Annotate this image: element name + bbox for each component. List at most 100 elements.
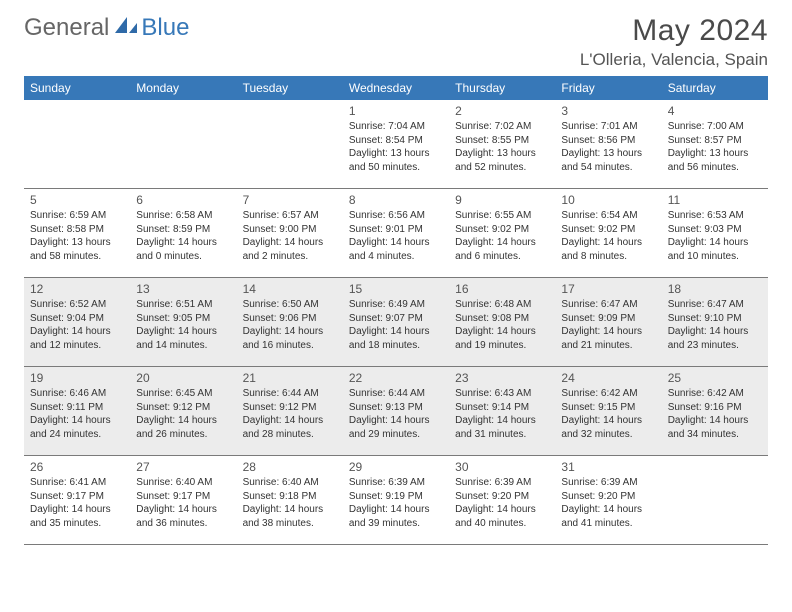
sunset-text: Sunset: 8:59 PM <box>136 223 230 237</box>
sunrise-text: Sunrise: 6:40 AM <box>243 476 337 490</box>
calendar-week: 1 Sunrise: 7:04 AMSunset: 8:54 PMDaylight… <box>24 100 768 189</box>
calendar: Sunday Monday Tuesday Wednesday Thursday… <box>24 76 768 545</box>
sunrise-text: Sunrise: 6:42 AM <box>561 387 655 401</box>
sunrise-text: Sunrise: 6:45 AM <box>136 387 230 401</box>
calendar-cell: 9Sunrise: 6:55 AMSunset: 9:02 PMDaylight… <box>449 189 555 277</box>
calendar-cell: 12Sunrise: 6:52 AMSunset: 9:04 PMDayligh… <box>24 278 130 366</box>
daylight-text: Daylight: 14 hours and 24 minutes. <box>30 414 124 441</box>
calendar-cell: 17Sunrise: 6:47 AMSunset: 9:09 PMDayligh… <box>555 278 661 366</box>
daylight-text: Daylight: 14 hours and 36 minutes. <box>136 503 230 530</box>
daylight-text: Daylight: 14 hours and 4 minutes. <box>349 236 443 263</box>
day-detail: Sunrise: 6:46 AMSunset: 9:11 PMDaylight:… <box>30 387 124 441</box>
sunrise-text: Sunrise: 6:41 AM <box>30 476 124 490</box>
sunrise-text: Sunrise: 6:40 AM <box>136 476 230 490</box>
day-number: 10 <box>561 193 655 207</box>
daylight-text: Daylight: 14 hours and 23 minutes. <box>668 325 762 352</box>
sunrise-text: Sunrise: 6:39 AM <box>561 476 655 490</box>
day-number: 14 <box>243 282 337 296</box>
calendar-cell: 25Sunrise: 6:42 AMSunset: 9:16 PMDayligh… <box>662 367 768 455</box>
day-number: 24 <box>561 371 655 385</box>
sunrise-text: Sunrise: 6:51 AM <box>136 298 230 312</box>
day-detail: Sunrise: 6:41 AMSunset: 9:17 PMDaylight:… <box>30 476 124 530</box>
title-block: May 2024 L'Olleria, Valencia, Spain <box>580 14 768 70</box>
day-detail: Sunrise: 6:57 AMSunset: 9:00 PMDaylight:… <box>243 209 337 263</box>
day-number: 20 <box>136 371 230 385</box>
daylight-text: Daylight: 13 hours and 54 minutes. <box>561 147 655 174</box>
calendar-cell: 27 Sunrise: 6:40 AMSunset: 9:17 PMDayligh… <box>130 456 236 544</box>
calendar-cell <box>237 100 343 188</box>
day-detail: Sunrise: 6:45 AMSunset: 9:12 PMDaylight:… <box>136 387 230 441</box>
calendar-cell: 16Sunrise: 6:48 AMSunset: 9:08 PMDayligh… <box>449 278 555 366</box>
sunrise-text: Sunrise: 6:39 AM <box>349 476 443 490</box>
day-number: 13 <box>136 282 230 296</box>
sunrise-text: Sunrise: 6:59 AM <box>30 209 124 223</box>
weeks-container: 1 Sunrise: 7:04 AMSunset: 8:54 PMDaylight… <box>24 100 768 545</box>
calendar-cell: 30Sunrise: 6:39 AMSunset: 9:20 PMDayligh… <box>449 456 555 544</box>
sunrise-text: Sunrise: 6:49 AM <box>349 298 443 312</box>
calendar-cell: 29Sunrise: 6:39 AMSunset: 9:19 PMDayligh… <box>343 456 449 544</box>
calendar-week: 19 Sunrise: 6:46 AMSunset: 9:11 PMDayligh… <box>24 367 768 456</box>
brand-logo: General Blue <box>24 14 189 42</box>
calendar-cell: 3Sunrise: 7:01 AMSunset: 8:56 PMDaylight… <box>555 100 661 188</box>
daylight-text: Daylight: 14 hours and 35 minutes. <box>30 503 124 530</box>
day-detail: Sunrise: 6:39 AMSunset: 9:20 PMDaylight:… <box>455 476 549 530</box>
day-number: 8 <box>349 193 443 207</box>
day-detail: Sunrise: 6:42 AMSunset: 9:16 PMDaylight:… <box>668 387 762 441</box>
sunrise-text: Sunrise: 6:54 AM <box>561 209 655 223</box>
day-detail: Sunrise: 6:42 AMSunset: 9:15 PMDaylight:… <box>561 387 655 441</box>
day-header-friday: Friday <box>555 76 661 100</box>
day-number: 11 <box>668 193 762 207</box>
day-number: 28 <box>243 460 337 474</box>
calendar-cell: 4Sunrise: 7:00 AMSunset: 8:57 PMDaylight… <box>662 100 768 188</box>
sunset-text: Sunset: 9:12 PM <box>136 401 230 415</box>
daylight-text: Daylight: 13 hours and 58 minutes. <box>30 236 124 263</box>
calendar-cell: 5 Sunrise: 6:59 AMSunset: 8:58 PMDaylight… <box>24 189 130 277</box>
calendar-cell: 2Sunrise: 7:02 AMSunset: 8:55 PMDaylight… <box>449 100 555 188</box>
day-detail: Sunrise: 7:04 AMSunset: 8:54 PMDaylight:… <box>349 120 443 174</box>
month-title: May 2024 <box>580 14 768 48</box>
sunset-text: Sunset: 9:05 PM <box>136 312 230 326</box>
day-number: 29 <box>349 460 443 474</box>
sunset-text: Sunset: 8:57 PM <box>668 134 762 148</box>
day-number: 18 <box>668 282 762 296</box>
calendar-page: General Blue May 2024 L'Olleria, Valenci… <box>0 0 792 559</box>
day-number: 21 <box>243 371 337 385</box>
day-number: 15 <box>349 282 443 296</box>
day-detail: Sunrise: 6:40 AMSunset: 9:18 PMDaylight:… <box>243 476 337 530</box>
sunrise-text: Sunrise: 6:57 AM <box>243 209 337 223</box>
calendar-cell: 23Sunrise: 6:43 AMSunset: 9:14 PMDayligh… <box>449 367 555 455</box>
day-detail: Sunrise: 6:55 AMSunset: 9:02 PMDaylight:… <box>455 209 549 263</box>
day-number: 16 <box>455 282 549 296</box>
daylight-text: Daylight: 14 hours and 39 minutes. <box>349 503 443 530</box>
sunrise-text: Sunrise: 7:02 AM <box>455 120 549 134</box>
sunrise-text: Sunrise: 6:42 AM <box>668 387 762 401</box>
day-number: 19 <box>30 371 124 385</box>
sunset-text: Sunset: 9:12 PM <box>243 401 337 415</box>
sunrise-text: Sunrise: 6:47 AM <box>668 298 762 312</box>
daylight-text: Daylight: 14 hours and 40 minutes. <box>455 503 549 530</box>
sunset-text: Sunset: 9:10 PM <box>668 312 762 326</box>
day-number: 1 <box>349 104 443 118</box>
day-detail: Sunrise: 6:58 AMSunset: 8:59 PMDaylight:… <box>136 209 230 263</box>
sunrise-text: Sunrise: 6:48 AM <box>455 298 549 312</box>
calendar-cell: 31Sunrise: 6:39 AMSunset: 9:20 PMDayligh… <box>555 456 661 544</box>
calendar-cell: 6Sunrise: 6:58 AMSunset: 8:59 PMDaylight… <box>130 189 236 277</box>
daylight-text: Daylight: 14 hours and 2 minutes. <box>243 236 337 263</box>
day-detail: Sunrise: 6:56 AMSunset: 9:01 PMDaylight:… <box>349 209 443 263</box>
sunset-text: Sunset: 9:17 PM <box>136 490 230 504</box>
day-detail: Sunrise: 6:54 AMSunset: 9:02 PMDaylight:… <box>561 209 655 263</box>
day-number: 27 <box>136 460 230 474</box>
calendar-week: 26Sunrise: 6:41 AMSunset: 9:17 PMDayligh… <box>24 456 768 545</box>
calendar-cell: 24 Sunrise: 6:42 AMSunset: 9:15 PMDayligh… <box>555 367 661 455</box>
daylight-text: Daylight: 14 hours and 29 minutes. <box>349 414 443 441</box>
day-header-wednesday: Wednesday <box>343 76 449 100</box>
day-number: 5 <box>30 193 124 207</box>
day-detail: Sunrise: 6:59 AMSunset: 8:58 PMDaylight:… <box>30 209 124 263</box>
calendar-cell: 26Sunrise: 6:41 AMSunset: 9:17 PMDayligh… <box>24 456 130 544</box>
sunset-text: Sunset: 9:14 PM <box>455 401 549 415</box>
logo-text-general: General <box>24 14 109 42</box>
calendar-cell: 1 Sunrise: 7:04 AMSunset: 8:54 PMDaylight… <box>343 100 449 188</box>
daylight-text: Daylight: 14 hours and 6 minutes. <box>455 236 549 263</box>
day-number: 2 <box>455 104 549 118</box>
daylight-text: Daylight: 14 hours and 14 minutes. <box>136 325 230 352</box>
